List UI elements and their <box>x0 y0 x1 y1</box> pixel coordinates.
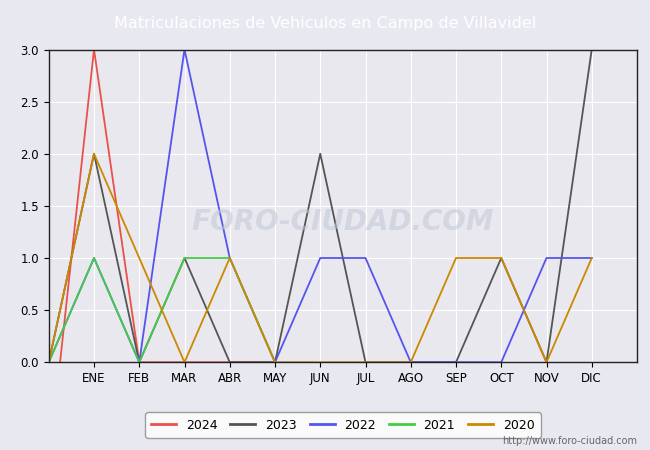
Text: Matriculaciones de Vehiculos en Campo de Villavidel: Matriculaciones de Vehiculos en Campo de… <box>114 16 536 31</box>
Legend: 2024, 2023, 2022, 2021, 2020: 2024, 2023, 2022, 2021, 2020 <box>145 412 541 438</box>
Text: http://www.foro-ciudad.com: http://www.foro-ciudad.com <box>502 436 637 446</box>
Text: FORO-CIUDAD.COM: FORO-CIUDAD.COM <box>192 207 494 235</box>
